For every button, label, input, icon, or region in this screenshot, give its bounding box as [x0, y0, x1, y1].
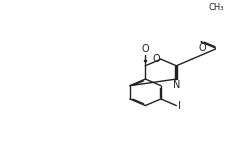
Text: O: O — [199, 43, 207, 53]
Text: I: I — [178, 101, 181, 111]
Text: O: O — [142, 44, 149, 54]
Text: CH₃: CH₃ — [209, 3, 225, 12]
Text: N: N — [173, 80, 180, 90]
Text: O: O — [152, 54, 160, 64]
